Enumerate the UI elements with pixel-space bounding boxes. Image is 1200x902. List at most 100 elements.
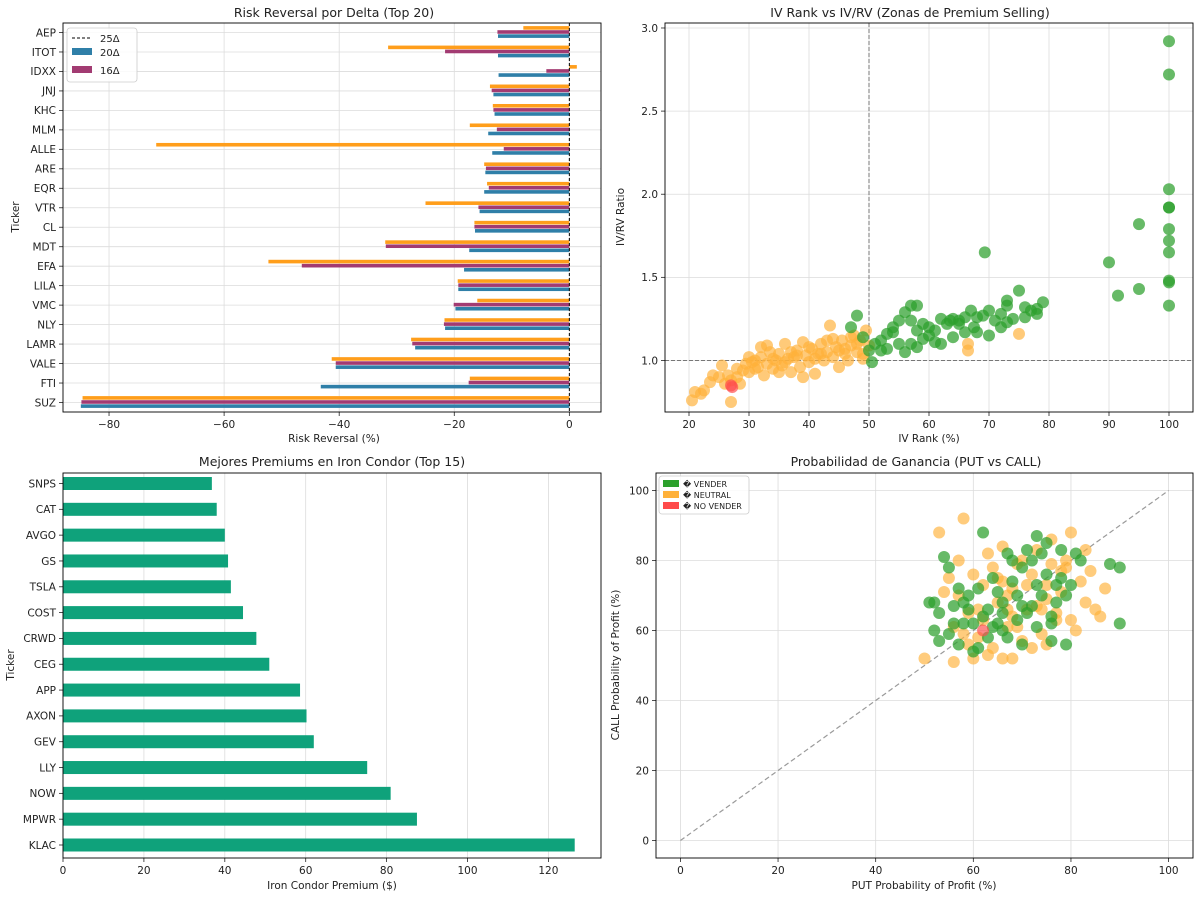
point-vender <box>905 314 917 327</box>
point-neutral <box>785 366 797 379</box>
point-vender <box>1163 68 1175 81</box>
point-neutral <box>952 554 965 567</box>
point-vender <box>929 336 941 349</box>
point-neutral <box>797 371 809 384</box>
point-vender <box>1163 234 1175 247</box>
chart-title: Mejores Premiums en Iron Condor (Top 15) <box>199 454 465 469</box>
bar-20Δ-AEP <box>498 34 570 38</box>
point-neutral <box>785 346 797 359</box>
x-tick-label: 0 <box>60 865 67 877</box>
y-tick-label: CEG <box>34 659 56 671</box>
point-vender <box>996 607 1009 619</box>
point-vender <box>1011 589 1024 602</box>
point-vender <box>977 526 990 539</box>
point-vender <box>1021 544 1034 556</box>
point-vender <box>899 346 911 359</box>
x-tick-label: 70 <box>982 419 995 431</box>
legend-swatch-20d <box>72 48 92 55</box>
point-neutral <box>918 652 931 665</box>
bar-25Δ-KHC <box>492 103 570 108</box>
point-neutral <box>996 652 1009 665</box>
point-vender <box>911 299 923 312</box>
point-vender <box>1006 554 1019 567</box>
y-tick-label: AEP <box>36 27 56 39</box>
point-neutral <box>1069 624 1082 637</box>
y-axis-label: IV/RV Ratio <box>615 188 627 246</box>
point-neutral <box>767 352 779 365</box>
point-neutral <box>1025 642 1038 654</box>
x-tick-label: 60 <box>922 419 935 431</box>
y-tick-label: NLY <box>37 319 56 331</box>
y-tick-label: EQR <box>34 183 56 195</box>
bar-20Δ-VMC <box>455 306 570 311</box>
point-vender <box>947 617 960 630</box>
y-tick-label: 60 <box>636 625 649 637</box>
y-tick-label: 80 <box>636 555 649 567</box>
point-neutral <box>962 337 974 350</box>
y-tick-label: GEV <box>34 737 57 749</box>
bar-25Δ-VMC <box>477 298 570 303</box>
point-neutral <box>749 362 761 375</box>
point-vender <box>1035 547 1048 560</box>
point-neutral <box>1045 558 1058 570</box>
x-tick-label: −60 <box>213 419 235 431</box>
y-tick-label: MLM <box>32 125 56 137</box>
point-vender <box>986 572 999 584</box>
point-neutral <box>743 351 755 364</box>
point-vender <box>1011 614 1024 626</box>
point-vender <box>978 246 991 259</box>
y-tick-label: 1.0 <box>641 355 658 367</box>
point-vender <box>1025 600 1038 612</box>
point-vender <box>875 344 887 357</box>
point-vender <box>1064 579 1077 591</box>
x-tick-label: 120 <box>538 865 558 877</box>
x-tick-label: 100 <box>457 865 477 877</box>
point-vender <box>923 596 936 609</box>
y-tick-label: 40 <box>636 695 649 707</box>
bar-25Δ-EQR <box>487 181 570 186</box>
legend-label-vender: � VENDER <box>683 479 727 489</box>
point-neutral <box>996 575 1009 588</box>
point-vender <box>1074 554 1087 567</box>
bar-LLY <box>63 761 368 775</box>
point-neutral <box>981 649 994 661</box>
point-no-vender <box>726 381 739 394</box>
point-vender <box>935 312 947 325</box>
chart-title: IV Rank vs IV/RV (Zonas de Premium Selli… <box>770 5 1049 20</box>
point-vender <box>972 582 985 595</box>
legend: � VENDER � NEUTRAL � NO VENDER <box>658 475 750 515</box>
point-vender <box>1016 600 1029 612</box>
y-tick-label: NOW <box>29 788 56 800</box>
chart-iron-condor: Mejores Premiums en Iron Condor (Top 15)… <box>5 454 602 892</box>
point-vender <box>928 624 941 637</box>
bar-20Δ-SUZ <box>80 404 570 408</box>
point-vender <box>989 314 1001 327</box>
point-vender <box>933 635 946 647</box>
point-vender <box>991 586 1004 598</box>
point-vender <box>938 551 951 563</box>
bar-25Δ-AEP <box>523 26 570 30</box>
y-tick-label: MDT <box>32 242 56 254</box>
plot-frame <box>62 22 602 413</box>
point-neutral <box>773 366 785 379</box>
point-neutral <box>1021 579 1034 591</box>
point-neutral <box>1040 579 1053 591</box>
x-tick-label: 20 <box>137 865 150 877</box>
bar-20Δ-ARE <box>485 170 570 175</box>
point-vender <box>1016 638 1029 651</box>
bar-20Δ-LAMR <box>415 345 570 350</box>
point-neutral <box>731 362 743 375</box>
point-neutral <box>1025 568 1038 581</box>
point-vender <box>1031 307 1043 320</box>
point-vender <box>1045 635 1058 647</box>
bar-20Δ-ALLE <box>492 151 570 155</box>
bar-16Δ-LILA <box>458 283 570 287</box>
bar-25Δ-LAMR <box>411 337 570 342</box>
bar-MPWR <box>63 812 417 826</box>
point-vender <box>917 332 929 345</box>
point-neutral <box>779 337 791 350</box>
bar-16Δ-ARE <box>485 166 570 171</box>
point-vender <box>1104 558 1117 570</box>
point-vender <box>1163 299 1175 312</box>
point-neutral <box>1099 582 1112 595</box>
